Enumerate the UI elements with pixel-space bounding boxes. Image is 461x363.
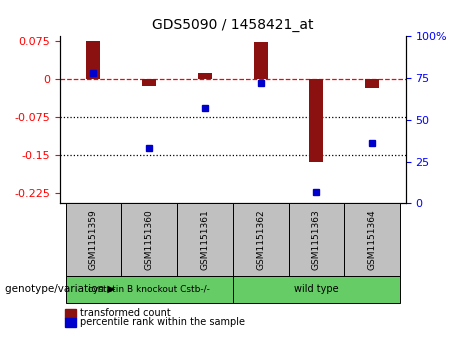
Text: percentile rank within the sample: percentile rank within the sample xyxy=(80,317,245,327)
Text: transformed count: transformed count xyxy=(80,308,171,318)
Text: GSM1151364: GSM1151364 xyxy=(368,209,377,270)
Bar xyxy=(65,309,76,318)
Text: GSM1151360: GSM1151360 xyxy=(145,209,154,270)
Text: GSM1151362: GSM1151362 xyxy=(256,209,265,270)
Bar xyxy=(65,318,76,327)
Text: genotype/variation ▶: genotype/variation ▶ xyxy=(5,285,115,294)
Bar xyxy=(65,276,233,303)
Bar xyxy=(365,79,379,89)
Text: cystatin B knockout Cstb-/-: cystatin B knockout Cstb-/- xyxy=(88,285,210,294)
Bar xyxy=(86,41,100,79)
Bar xyxy=(198,73,212,79)
Text: GSM1151359: GSM1151359 xyxy=(89,209,98,270)
Text: GSM1151363: GSM1151363 xyxy=(312,209,321,270)
Bar xyxy=(121,203,177,276)
Bar xyxy=(309,79,324,162)
Bar xyxy=(254,42,268,79)
Bar xyxy=(233,203,289,276)
Bar xyxy=(65,203,121,276)
Bar xyxy=(177,203,233,276)
Bar xyxy=(344,203,400,276)
Bar xyxy=(142,79,156,86)
Title: GDS5090 / 1458421_at: GDS5090 / 1458421_at xyxy=(152,19,313,33)
Text: wild type: wild type xyxy=(294,285,339,294)
Bar xyxy=(289,203,344,276)
Text: GSM1151361: GSM1151361 xyxy=(201,209,209,270)
Bar xyxy=(233,276,400,303)
